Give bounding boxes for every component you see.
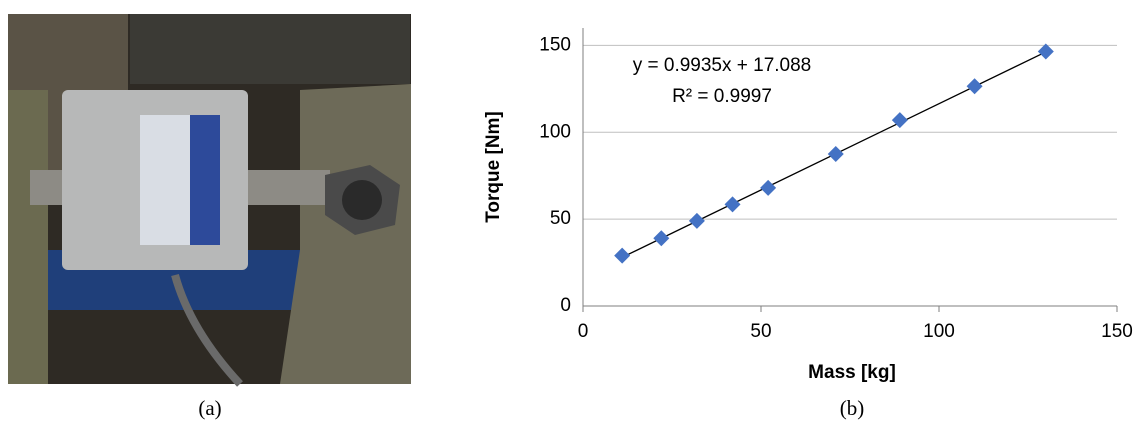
y-tick-label: 0 — [560, 295, 571, 316]
y-tick-label: 100 — [539, 121, 571, 142]
page: (a) (b) Mass [kg] Torque [Nm] y = 0.9935… — [0, 0, 1147, 434]
y-tick-label: 50 — [550, 208, 571, 229]
x-axis-title: Mass [kg] — [808, 362, 896, 383]
figure: (a) (b) Mass [kg] Torque [Nm] y = 0.9935… — [0, 0, 1147, 434]
caption: (a) — [198, 396, 221, 420]
photo — [8, 14, 411, 384]
x-tick-label: 50 — [750, 321, 771, 342]
data-point — [689, 213, 705, 229]
y-tick-label: 150 — [539, 34, 571, 55]
x-tick-label: 0 — [578, 321, 589, 342]
data-point — [760, 180, 776, 196]
data-point — [614, 248, 630, 264]
x-tick-label: 100 — [923, 321, 955, 342]
data-point — [967, 78, 983, 94]
trendline-equation: y = 0.9935x + 17.088 — [633, 55, 812, 76]
x-tick-label: 150 — [1101, 321, 1133, 342]
data-point — [828, 146, 844, 162]
data-point — [653, 230, 669, 246]
caption: (b) — [840, 396, 865, 420]
trendline-r2: R² = 0.9997 — [672, 86, 772, 107]
data-point — [725, 196, 741, 212]
y-axis-title: Torque [Nm] — [483, 111, 504, 223]
